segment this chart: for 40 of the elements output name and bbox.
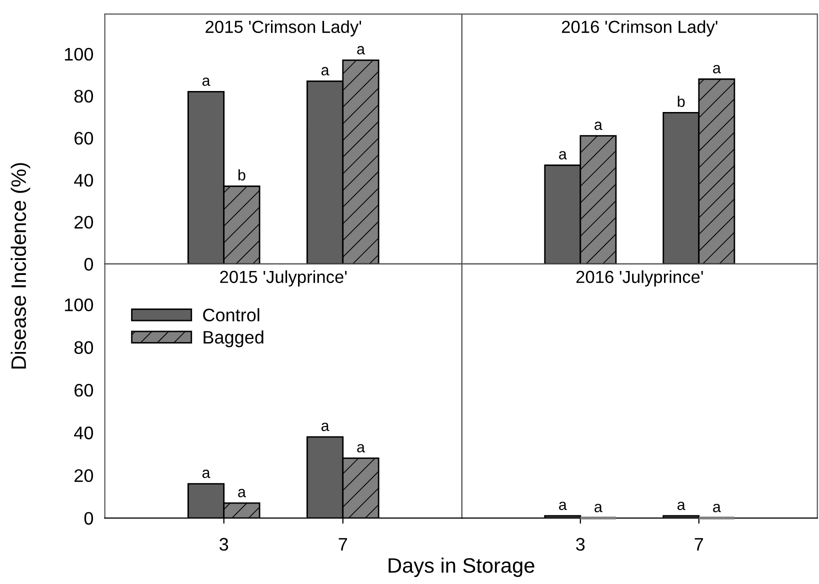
data-label: a	[357, 444, 365, 452]
x-tick-label: 3	[576, 538, 585, 551]
data-label: b	[238, 169, 246, 180]
data-label: a	[357, 46, 365, 54]
y-tick-label: 80	[74, 341, 94, 354]
y-tick-label: 0	[84, 258, 94, 271]
data-label: a	[559, 502, 567, 510]
x-tick-label: 7	[694, 538, 703, 551]
data-label: a	[202, 470, 210, 478]
data-label: a	[321, 67, 330, 76]
chart-title: 2015 'Crimson Lady'	[206, 20, 362, 36]
y-axis-title: Disease Incidence (%)	[10, 163, 30, 369]
y-tick-label: 100	[64, 298, 94, 312]
data-label: a	[559, 151, 567, 160]
x-tick-label: 3	[220, 538, 228, 551]
data-label: a	[713, 504, 721, 512]
y-tick-label: 20	[74, 216, 94, 229]
chart-title: 2016 'Crimson Lady'	[562, 20, 718, 36]
chart-title: 2016 'Julyprince'	[576, 270, 703, 287]
y-tick-label: 100	[64, 48, 94, 61]
data-label: a	[713, 64, 721, 74]
legend-label: Control	[203, 308, 260, 322]
data-label: a	[594, 122, 602, 130]
y-tick-label: 40	[74, 426, 94, 440]
chart-title: 2015 'Julyprince'	[220, 270, 347, 287]
data-label: b	[678, 96, 685, 107]
data-label: a	[238, 488, 246, 498]
y-tick-label: 60	[74, 384, 94, 397]
x-axis-title: Days in Storage	[388, 558, 534, 577]
y-tick-label: 60	[74, 132, 94, 145]
y-tick-label: 0	[84, 512, 94, 525]
y-tick-label: 80	[74, 90, 94, 103]
y-tick-label: 20	[74, 469, 94, 482]
data-label: a	[678, 502, 686, 510]
y-tick-label: 40	[74, 174, 94, 187]
legend-label: Bagged	[204, 330, 264, 348]
data-label: a	[321, 422, 330, 432]
data-label: a	[594, 504, 602, 512]
data-label: a	[202, 78, 210, 86]
x-tick-label: 7	[338, 538, 348, 551]
